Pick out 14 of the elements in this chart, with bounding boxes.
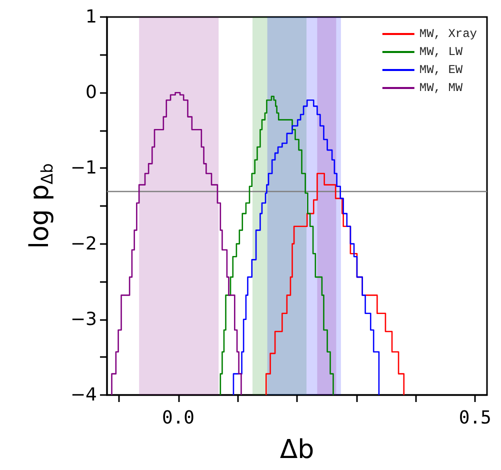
legend-label: MW, MW: [419, 81, 464, 95]
y-tick-label: 0: [86, 82, 97, 104]
y-axis-title: log pΔb: [25, 163, 56, 249]
x-axis-title: Δb: [280, 435, 314, 465]
y-tick-label: −4: [70, 384, 97, 406]
y-tick-label: −2: [70, 233, 97, 254]
x-tick-label: 0.0: [162, 408, 195, 428]
legend-label: MW, LW: [419, 45, 464, 59]
y-tick-label: −3: [70, 308, 97, 330]
y-tick-label: 1: [86, 6, 97, 28]
legend-label: MW, EW: [419, 63, 464, 77]
y-tick-label: −1: [70, 158, 97, 179]
x-tick-label: 0.5: [458, 408, 492, 428]
legend-label: MW, Xray: [419, 27, 477, 41]
